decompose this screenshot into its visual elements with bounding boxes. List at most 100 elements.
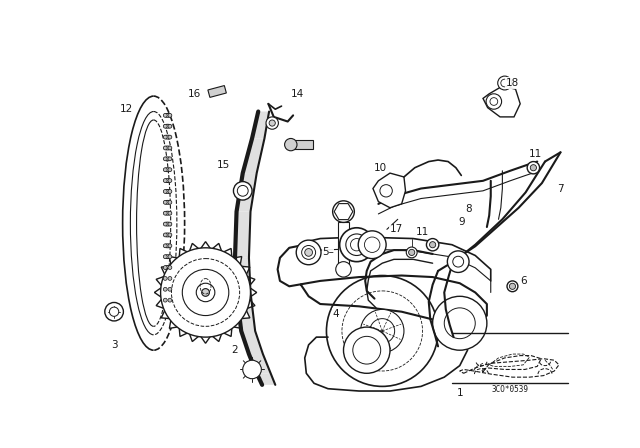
Text: 3: 3 [111, 340, 117, 350]
Ellipse shape [164, 255, 171, 258]
Circle shape [168, 190, 172, 194]
Polygon shape [237, 293, 255, 331]
Circle shape [429, 241, 436, 248]
Ellipse shape [164, 168, 171, 172]
Circle shape [301, 246, 316, 259]
Circle shape [234, 181, 252, 200]
Text: 15: 15 [217, 160, 230, 170]
Circle shape [168, 135, 172, 139]
Circle shape [163, 179, 167, 182]
Circle shape [202, 289, 209, 296]
Ellipse shape [164, 157, 171, 161]
Ellipse shape [164, 233, 171, 237]
Ellipse shape [164, 287, 171, 291]
Circle shape [266, 117, 278, 129]
Circle shape [163, 211, 167, 215]
Circle shape [168, 168, 172, 172]
Text: 11: 11 [416, 228, 429, 237]
Circle shape [163, 135, 167, 139]
Circle shape [168, 287, 172, 291]
Text: 9: 9 [458, 217, 465, 227]
Circle shape [490, 98, 498, 105]
Circle shape [433, 296, 487, 350]
Polygon shape [373, 173, 406, 208]
Circle shape [326, 276, 438, 386]
Circle shape [285, 138, 297, 151]
Circle shape [163, 244, 167, 248]
Circle shape [364, 237, 380, 252]
Circle shape [168, 200, 172, 204]
Text: 18: 18 [506, 78, 519, 88]
Circle shape [163, 298, 167, 302]
Circle shape [452, 256, 463, 267]
Circle shape [163, 276, 167, 280]
Ellipse shape [164, 124, 171, 128]
Ellipse shape [164, 190, 171, 194]
Bar [289, 140, 312, 149]
Circle shape [168, 233, 172, 237]
Circle shape [163, 287, 167, 291]
Polygon shape [237, 173, 257, 211]
Circle shape [163, 266, 167, 270]
Circle shape [161, 248, 250, 337]
Polygon shape [483, 86, 520, 117]
Ellipse shape [164, 200, 171, 204]
Text: 14: 14 [291, 89, 303, 99]
Text: 1: 1 [456, 388, 463, 397]
Ellipse shape [164, 179, 171, 182]
Circle shape [237, 185, 248, 196]
Circle shape [509, 283, 516, 289]
Circle shape [333, 201, 355, 222]
Circle shape [380, 185, 392, 197]
Circle shape [163, 255, 167, 258]
Circle shape [486, 94, 502, 109]
Text: 8: 8 [466, 204, 472, 214]
Circle shape [168, 211, 172, 215]
Circle shape [163, 200, 167, 204]
Polygon shape [235, 211, 250, 258]
Circle shape [531, 165, 536, 171]
Circle shape [344, 327, 390, 373]
Circle shape [269, 120, 275, 126]
Circle shape [168, 146, 172, 150]
Circle shape [163, 113, 167, 117]
Ellipse shape [164, 146, 171, 150]
Circle shape [163, 146, 167, 150]
Text: 6: 6 [520, 276, 527, 286]
Circle shape [109, 307, 119, 316]
Circle shape [527, 162, 540, 174]
Text: 2: 2 [232, 345, 238, 355]
Circle shape [336, 262, 351, 277]
Circle shape [351, 238, 363, 251]
Circle shape [182, 269, 229, 315]
Circle shape [163, 168, 167, 172]
Circle shape [370, 319, 395, 343]
Text: 17: 17 [390, 224, 403, 234]
Circle shape [346, 234, 367, 255]
Circle shape [163, 233, 167, 237]
Polygon shape [154, 241, 257, 343]
Circle shape [507, 281, 518, 292]
Text: 4: 4 [332, 309, 339, 319]
Circle shape [163, 124, 167, 128]
Bar [208, 86, 227, 97]
Circle shape [358, 231, 386, 258]
Circle shape [337, 206, 349, 218]
Circle shape [444, 308, 476, 339]
Text: 5–: 5– [322, 247, 334, 258]
Circle shape [168, 113, 172, 117]
Ellipse shape [164, 113, 171, 117]
Ellipse shape [164, 135, 171, 139]
Circle shape [168, 298, 172, 302]
Circle shape [168, 244, 172, 248]
Circle shape [426, 238, 439, 251]
Circle shape [408, 250, 415, 255]
Polygon shape [243, 138, 264, 173]
Text: 3CO*0539: 3CO*0539 [492, 385, 529, 394]
Text: 7: 7 [557, 184, 564, 194]
Circle shape [168, 266, 172, 270]
Polygon shape [235, 258, 250, 293]
Circle shape [105, 302, 124, 321]
Text: 12: 12 [120, 104, 133, 114]
Polygon shape [241, 331, 263, 354]
